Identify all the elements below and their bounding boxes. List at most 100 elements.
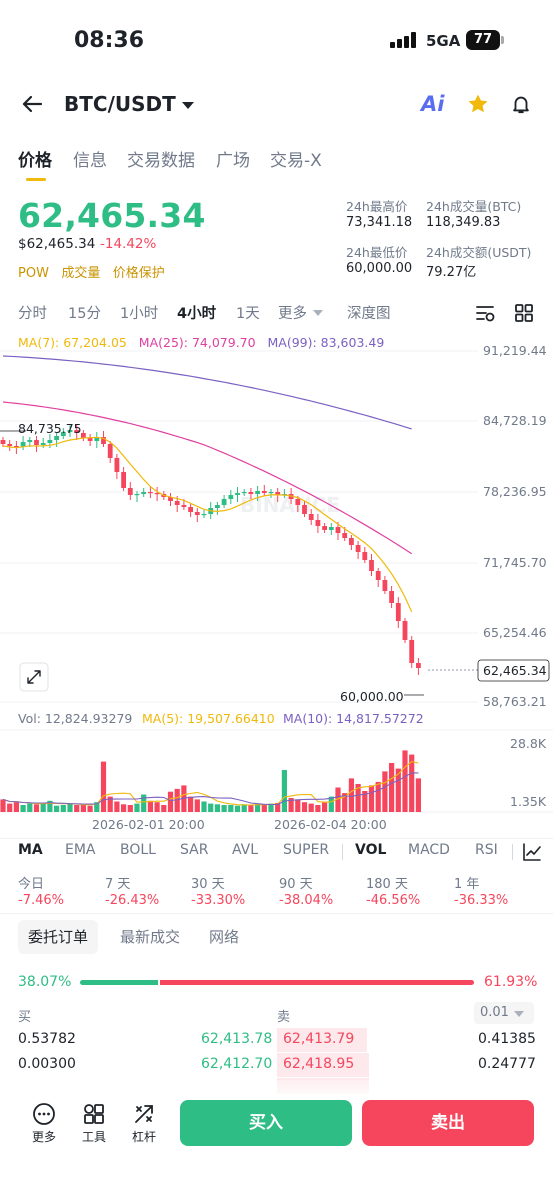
volume-bar (322, 801, 328, 812)
volume-bars (0, 750, 421, 812)
tools-icon[interactable] (82, 1102, 106, 1126)
candle (268, 492, 274, 494)
candlestick-chart[interactable]: BINANCE 91,219.44 84,728.19 78,236.95 71… (0, 330, 553, 840)
tag-volume[interactable]: 成交量 (61, 266, 101, 281)
tools-label[interactable]: 工具 (82, 1130, 107, 1144)
volume-bar (194, 799, 200, 812)
timeframe-1d[interactable]: 1天 (236, 306, 260, 322)
chart-trend-icon[interactable] (522, 842, 542, 862)
timeframe-1h[interactable]: 1小时 (120, 306, 159, 322)
timeframe-more[interactable]: 更多 (278, 306, 307, 322)
indicator-sar[interactable]: SAR (180, 842, 209, 858)
ask-price[interactable]: 62,413.79 (283, 1031, 355, 1047)
volume-bar (161, 805, 167, 812)
vol-usdt-value: 79.27亿 (426, 265, 477, 280)
bid-qty[interactable]: 0.00300 (18, 1056, 76, 1072)
candle (389, 591, 394, 603)
depth-chart-tab[interactable]: 深度图 (347, 306, 391, 322)
candle (27, 440, 33, 442)
tab-info[interactable]: 信息 (73, 151, 107, 171)
candle (188, 507, 193, 512)
candle (215, 505, 220, 508)
leverage-icon[interactable] (132, 1102, 156, 1126)
ma25-legend: MA(25): 74,079.70 (138, 335, 256, 350)
candle (349, 538, 354, 545)
indicator-vol[interactable]: VOL (355, 842, 387, 858)
indicator-rsi[interactable]: RSI (475, 842, 498, 858)
chart-grid (0, 350, 553, 813)
bell-icon[interactable] (510, 92, 532, 116)
tab-price[interactable]: 价格 (18, 151, 52, 171)
volume-bar (342, 793, 348, 812)
ask-depth-bg (277, 1053, 369, 1077)
leverage-label[interactable]: 杠杆 (132, 1130, 157, 1144)
chevron-down-icon[interactable] (313, 310, 323, 316)
candle (302, 505, 307, 514)
ask-depth-bg (277, 1028, 367, 1052)
more-label[interactable]: 更多 (32, 1130, 57, 1144)
bid-price[interactable]: 62,413.78 (201, 1031, 273, 1047)
tab-latest-trades[interactable]: 最新成交 (120, 928, 181, 946)
volume-tick: 1.35K (510, 794, 547, 809)
chevron-down-icon[interactable] (182, 102, 194, 109)
timeframe-15m[interactable]: 15分 (68, 306, 101, 322)
indicator-super[interactable]: SUPER (283, 842, 330, 858)
indicator-ema[interactable]: EMA (65, 842, 96, 858)
tab-square[interactable]: 广场 (216, 151, 250, 171)
favorite-star-icon[interactable] (466, 92, 490, 116)
candle (248, 492, 254, 494)
depth-select[interactable]: 0.01 (474, 1002, 534, 1024)
more-icon[interactable] (32, 1102, 56, 1126)
sell-ratio: 61.93% (484, 974, 538, 990)
timeframe-4h[interactable]: 4小时 (177, 306, 217, 322)
indicator-avl[interactable]: AVL (232, 842, 259, 858)
grid-layout-icon[interactable] (513, 302, 535, 324)
candle (416, 663, 421, 668)
candle (34, 440, 39, 445)
candle (255, 491, 260, 494)
back-arrow-icon[interactable] (20, 92, 44, 116)
battery-cap (501, 36, 504, 44)
candle (201, 514, 207, 516)
bid-price[interactable]: 62,412.70 (201, 1056, 273, 1072)
chart-settings-icon[interactable] (474, 302, 496, 324)
pair-selector[interactable]: BTC/USDT (64, 92, 176, 116)
chevron-down-icon[interactable] (514, 1011, 524, 1017)
sell-button[interactable]: 卖出 (362, 1100, 534, 1146)
tag-pow[interactable]: POW (18, 266, 49, 281)
buy-button[interactable]: 买入 (180, 1100, 352, 1146)
tab-trading-data[interactable]: 交易数据 (127, 151, 195, 171)
candle (127, 488, 133, 495)
volume-bar (248, 805, 254, 812)
volume-bar (20, 805, 26, 812)
indicator-macd[interactable]: MACD (408, 842, 450, 858)
tab-trade-x[interactable]: 交易-X (270, 151, 322, 171)
perf-label: 180 天 (366, 877, 408, 892)
indicator-separator (342, 844, 343, 860)
high-marker-label: 84,735.75 (18, 421, 82, 436)
ask-qty[interactable]: 0.41385 (478, 1031, 536, 1047)
sell-header: 卖 (277, 1010, 291, 1025)
perf-label: 7 天 (105, 877, 131, 892)
tab-order-book[interactable]: 委托订单 (18, 920, 99, 954)
candle (107, 444, 113, 458)
price-tick: 84,728.19 (483, 413, 547, 428)
ask-price[interactable]: 62,418.95 (283, 1056, 355, 1072)
bid-qty[interactable]: 0.53782 (18, 1031, 76, 1047)
low-value: 60,000.00 (346, 261, 413, 276)
tag-price-protection[interactable]: 价格保护 (112, 266, 165, 281)
candle (114, 458, 120, 472)
volume-bar (301, 802, 308, 812)
indicator-separator (512, 844, 513, 860)
vol-legend: Vol: 12,824.93279 (18, 711, 132, 726)
volume-bar (107, 796, 113, 812)
tab-network[interactable]: 网络 (209, 928, 240, 946)
volume-bar (40, 802, 46, 812)
ask-qty[interactable]: 0.24777 (478, 1056, 536, 1072)
timeframe-line[interactable]: 分时 (18, 306, 47, 322)
volume-bar (154, 802, 160, 812)
ai-icon[interactable]: Ai (421, 92, 445, 116)
indicator-ma[interactable]: MA (18, 842, 43, 858)
indicator-boll[interactable]: BOLL (120, 842, 156, 858)
volume-bar (402, 750, 408, 812)
